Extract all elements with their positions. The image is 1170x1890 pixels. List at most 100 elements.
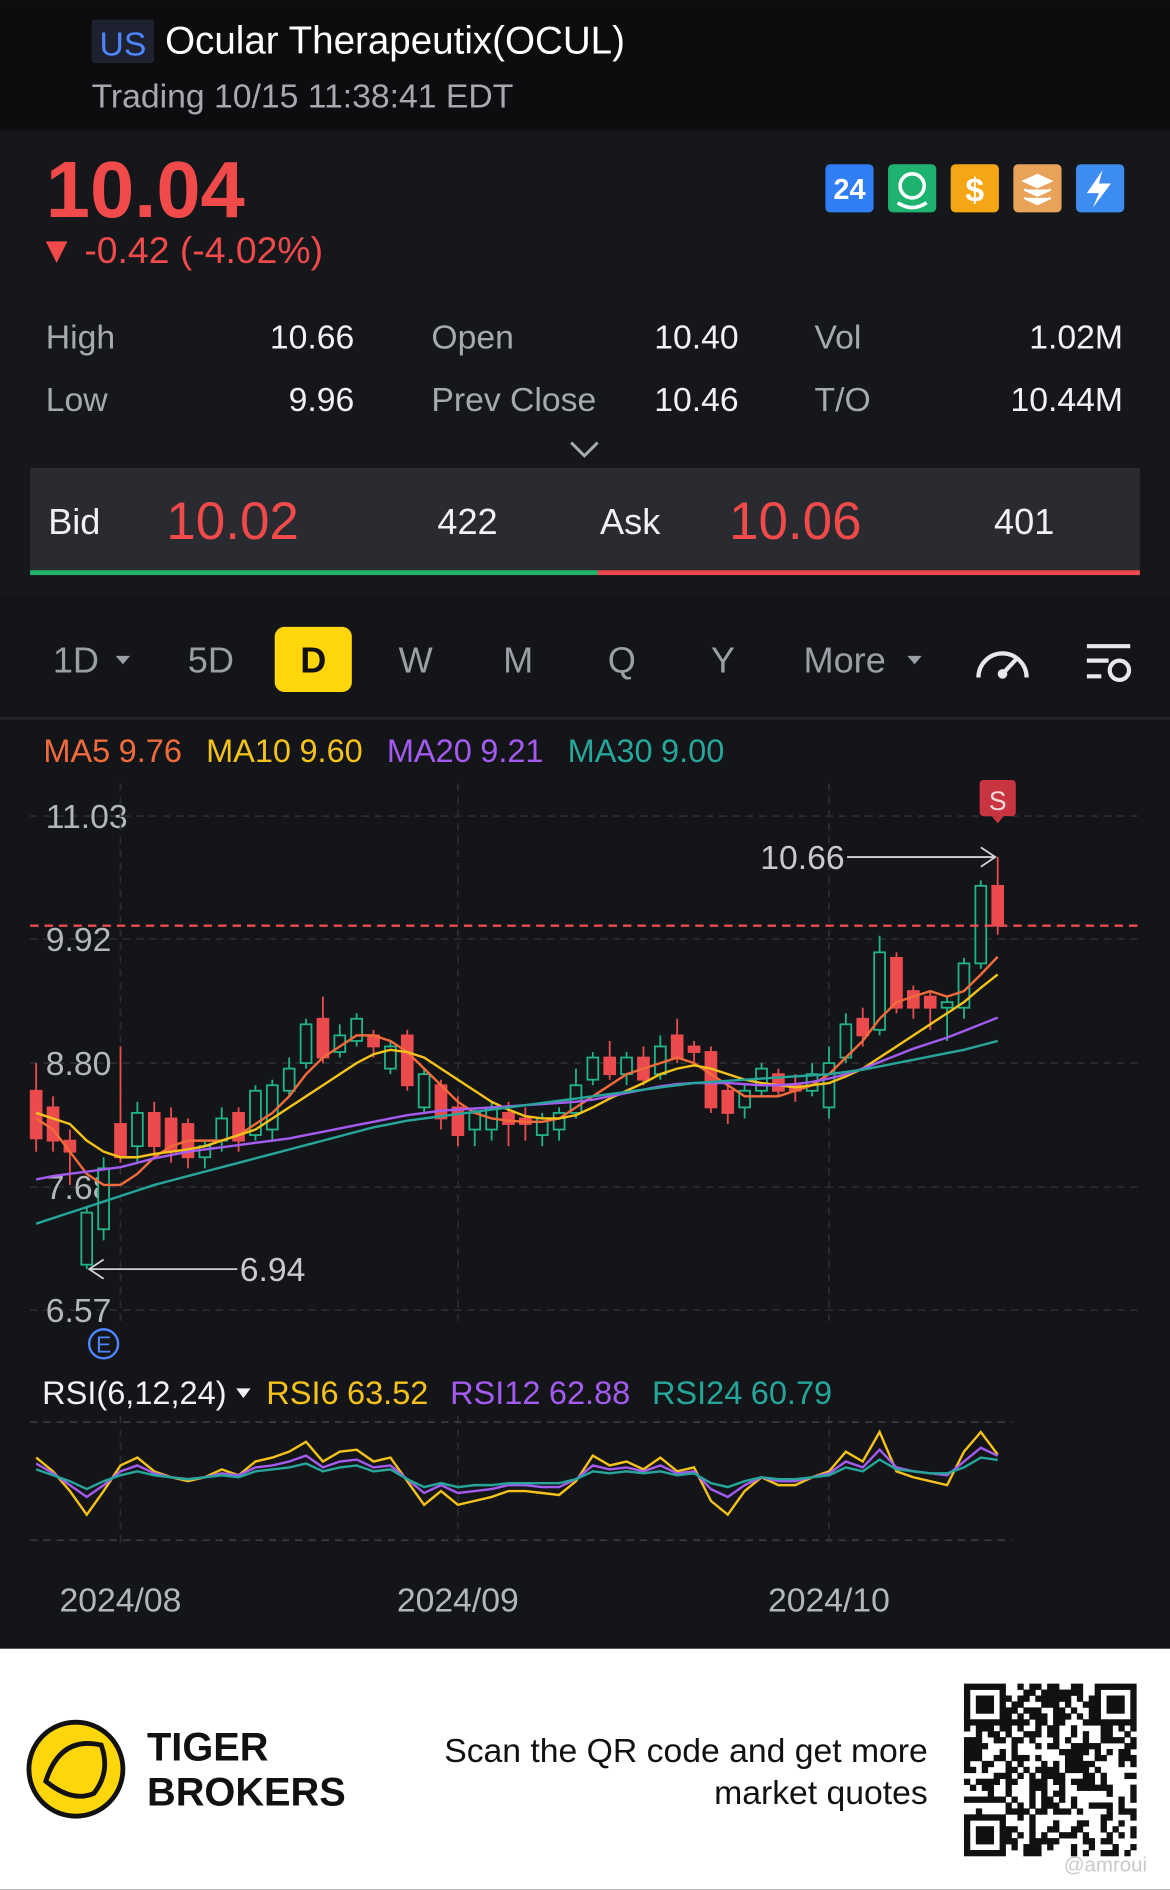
qr-module — [1064, 1713, 1072, 1720]
stats: High 10.66 Open 10.40 Vol 1.02M Low 9.96 Prev Cl… — [46, 319, 1123, 420]
tab[interactable]: 1D — [53, 640, 99, 681]
tab[interactable]: Q — [608, 640, 636, 681]
qr-module — [1023, 1808, 1030, 1815]
candle-body — [249, 1089, 262, 1136]
qr-module — [1106, 1790, 1113, 1797]
icon-glyph — [898, 172, 926, 200]
candle-body — [316, 1017, 330, 1059]
dropdown-arrow — [907, 655, 922, 665]
qr-module — [1053, 1760, 1060, 1768]
qr-module — [1047, 1826, 1054, 1833]
qr-module — [963, 1725, 971, 1732]
qr-module — [1011, 1766, 1018, 1774]
qr-module — [1070, 1778, 1078, 1785]
qr-module — [981, 1695, 989, 1702]
candle-body — [265, 1084, 279, 1131]
qr-module — [1100, 1737, 1107, 1744]
qr-module — [999, 1713, 1006, 1720]
candle-body — [670, 1034, 684, 1059]
indicator-icon[interactable] — [976, 651, 1029, 678]
qr-module — [999, 1695, 1006, 1702]
qr-module — [963, 1713, 971, 1720]
qr-module — [1011, 1701, 1018, 1708]
qr-module — [1064, 1701, 1072, 1708]
qr-module — [1130, 1754, 1137, 1762]
stat-value: 10.46 — [654, 381, 738, 419]
legend-name: MA5 — [43, 733, 110, 769]
annotation-head — [980, 846, 997, 868]
qr-module — [987, 1790, 995, 1797]
qr-module — [1047, 1844, 1054, 1851]
qr-module — [1076, 1778, 1084, 1785]
candle-body — [822, 1062, 836, 1109]
legend-name: RSI12 — [450, 1375, 540, 1411]
settings-icon — [1107, 658, 1132, 683]
qr-module — [1011, 1719, 1018, 1726]
ask-size: 401 — [994, 501, 1054, 542]
qr-module — [1124, 1772, 1131, 1780]
qr-module — [1064, 1760, 1072, 1768]
tab[interactable]: W — [399, 640, 433, 681]
qr-module — [1053, 1707, 1060, 1714]
qr-module — [1118, 1808, 1125, 1815]
qr-module — [963, 1766, 971, 1774]
tab[interactable]: M — [503, 640, 533, 681]
tab[interactable]: More — [804, 640, 886, 681]
qr-module — [1029, 1689, 1036, 1696]
tab[interactable]: Y — [711, 640, 735, 681]
qr-module — [1100, 1814, 1107, 1821]
qr-module — [975, 1737, 983, 1744]
qr-module — [1088, 1772, 1096, 1780]
stat-label: T/O — [815, 381, 871, 419]
qr-module — [981, 1826, 989, 1833]
qr-module — [975, 1707, 983, 1714]
settings-icon[interactable] — [1086, 644, 1131, 679]
qr-module — [1118, 1719, 1125, 1726]
qr-module — [1059, 1707, 1066, 1714]
qr-module — [963, 1760, 971, 1768]
qr-module — [1011, 1844, 1018, 1851]
dropdown-arrow[interactable] — [236, 1388, 251, 1399]
qr-module — [999, 1725, 1006, 1732]
qr-module — [1106, 1802, 1113, 1809]
qr-module — [969, 1814, 977, 1821]
candle-body — [400, 1034, 414, 1087]
qr-module — [1130, 1760, 1137, 1768]
qr-module — [1047, 1766, 1054, 1774]
annotation-head — [87, 1258, 105, 1280]
expand-chevron[interactable] — [570, 441, 599, 458]
qr-module — [1088, 1844, 1096, 1851]
candle-body — [502, 1112, 515, 1125]
qr-module — [1082, 1772, 1090, 1780]
qr-module — [1130, 1707, 1137, 1714]
qr-module — [1106, 1814, 1113, 1821]
qr-module — [1053, 1766, 1060, 1774]
stat-label: Open — [431, 319, 514, 357]
qr-module — [1106, 1808, 1113, 1815]
qr-code[interactable] — [963, 1683, 1137, 1857]
qr-module — [1064, 1748, 1072, 1756]
candle-body — [97, 1167, 110, 1231]
qr-module — [1130, 1743, 1137, 1750]
qr-module — [1106, 1725, 1113, 1732]
tab[interactable]: 5D — [188, 640, 234, 681]
qr-module — [1076, 1754, 1084, 1762]
qr-module — [963, 1826, 971, 1833]
candle-body — [282, 1067, 296, 1092]
qr-module — [1053, 1743, 1060, 1750]
qr-module — [1070, 1707, 1078, 1714]
qr-module — [993, 1796, 1000, 1803]
qr-module — [1023, 1731, 1030, 1738]
qr-module — [1112, 1707, 1119, 1714]
tab[interactable]: D — [300, 640, 326, 681]
qr-module — [1035, 1808, 1042, 1815]
qr-module — [981, 1719, 989, 1726]
qr-module — [1124, 1849, 1131, 1857]
stat-value: 10.66 — [270, 319, 354, 357]
series-line — [35, 955, 999, 1187]
qr-module — [1064, 1689, 1072, 1696]
qr-module — [1041, 1695, 1048, 1702]
qr-module — [975, 1778, 983, 1785]
icon-label: 24 — [833, 174, 865, 206]
qr-module — [1082, 1737, 1090, 1744]
